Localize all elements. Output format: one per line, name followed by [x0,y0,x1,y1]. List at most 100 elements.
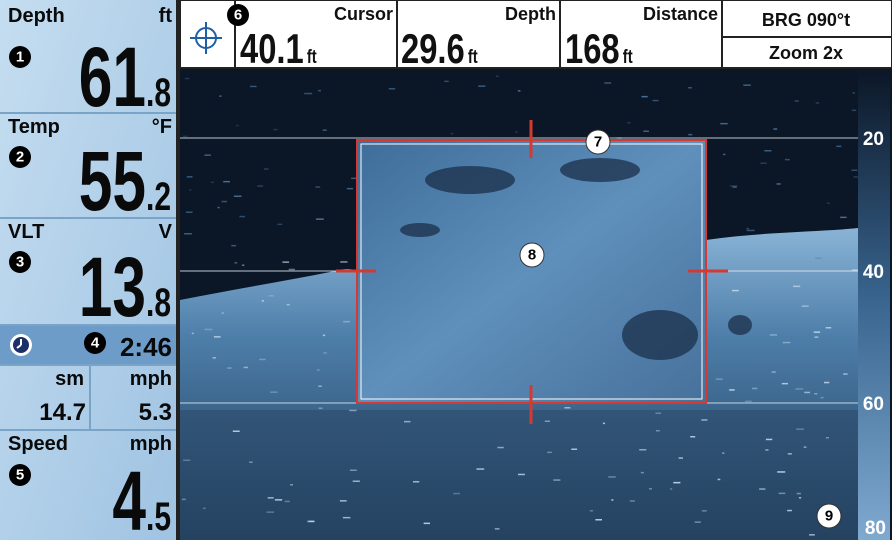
depth-scale-label: 80 [865,518,886,539]
sonar-speck [715,378,723,380]
sonar-speck [210,181,214,184]
sonar-speck [798,497,802,499]
sonar-speck [204,154,211,156]
sonar-speck [515,131,518,133]
sonar-speck [732,289,739,292]
sonar-speck [690,436,696,438]
sonar-speck [804,391,811,394]
sonar-speck [843,373,848,375]
voltage-value: 13 [79,240,146,334]
panel-border [176,0,180,540]
depth-scale-column [858,68,890,540]
depth-decimal: .8 [146,71,171,115]
sonar-speck [814,393,818,395]
sonar-speck [241,264,245,266]
sonar-speck [777,471,786,473]
readout-label: Cursor [334,4,393,24]
panel-dividers [0,112,178,431]
sonar-speck [655,412,662,414]
readout-label: Depth [505,4,556,24]
sonar-speck [185,211,193,213]
depth-scale-label: 20 [863,129,884,150]
sonar-speck [352,480,360,482]
readout-unit: ft [307,46,317,67]
sonar-speck [277,223,283,226]
readout-label: Distance [643,4,718,24]
sonar-speck [223,180,230,183]
sonar-speck [404,420,411,423]
sonar-speck [794,100,799,102]
sonar-speck [217,206,220,209]
depth-value: 61 [79,30,146,124]
callout-number: 6 [234,7,242,24]
trip-unit: mph [130,368,172,390]
sonar-speck [288,268,295,271]
sonar-speck [782,341,791,344]
sonar-speck [803,446,807,448]
sonar-speck [771,371,776,373]
sonar-speck [765,438,773,441]
sonar-speck [266,511,275,513]
sonar-speck [796,492,801,495]
sonar-speck [191,332,194,335]
sonar-speck [274,499,283,501]
callout-number: 1 [16,49,24,66]
readout-unit: ft [623,46,633,67]
callout-number: 4 [91,335,100,352]
sonar-speck [213,336,221,338]
sonar-speck [322,129,327,131]
sonar-speck [282,261,290,263]
sonar-speck [316,369,320,371]
sonar-speck [182,498,186,501]
sonar-speck [765,449,769,451]
speed-unit: mph [130,433,172,455]
sonar-speck [189,189,192,191]
sonar-speck [322,334,326,337]
sonar-speck [825,437,829,439]
sonar-speck [688,87,692,89]
sonar-speck [595,519,602,521]
sonar-speck [476,468,485,470]
sonar-speck [720,122,728,125]
sonar-speck [851,169,858,171]
sonar-speck [268,295,274,297]
sonar-speck [795,388,804,390]
sonar-speck [853,176,860,178]
sonar-speck [701,419,708,421]
sonar-speck [182,135,188,138]
sonar-speck [339,500,347,502]
sonar-speck [323,352,327,354]
sonar-speck [257,185,264,187]
time-value: 2:46 [120,332,172,362]
sonar-speck [814,336,819,338]
sonar-speck [315,218,324,220]
sonar-speck [186,176,193,178]
sonar-speck [639,449,647,451]
sonar-speck [318,89,321,92]
sonar-speck [517,90,521,92]
sonar-speck [259,358,266,361]
sonar-speck [231,244,236,247]
sonar-speck [184,77,190,80]
sonar-speck [813,331,821,333]
readout-unit: ft [468,46,478,67]
sonar-speck [315,186,321,188]
depth-scale-label: 60 [863,394,884,415]
sonar-speck [221,312,225,314]
sonar-speck [793,285,801,288]
sonar-speck [801,305,809,307]
sonar-speck [764,150,772,152]
sonar-speck [787,453,792,455]
speed-label: Speed [8,433,68,455]
sonar-speck [824,381,830,384]
sonar-speck [388,88,396,90]
sonar-speck [745,400,752,403]
sonar-speck [318,385,322,387]
sonar-speck [233,195,242,197]
temp-decimal: .2 [146,175,171,219]
sonar-speck [840,216,847,219]
trip-value: 5.3 [139,399,172,426]
callout-number: 3 [16,254,24,271]
callout: 2 [9,146,31,168]
sonar-speck [778,492,786,495]
